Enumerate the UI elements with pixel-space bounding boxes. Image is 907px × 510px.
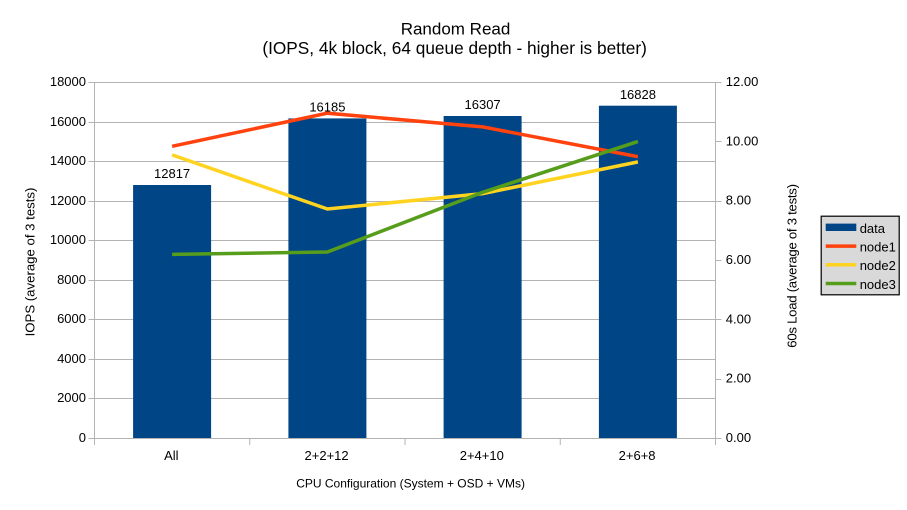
svg-text:8000: 8000 (57, 272, 86, 287)
svg-text:2+4+10: 2+4+10 (460, 448, 504, 463)
svg-text:CPU Configuration (System + OS: CPU Configuration (System + OSD + VMs) (296, 477, 525, 491)
svg-text:6.00: 6.00 (726, 252, 751, 267)
svg-text:60s Load (average of 3 tests): 60s Load (average of 3 tests) (785, 184, 800, 347)
svg-text:node2: node2 (860, 258, 896, 273)
svg-text:2000: 2000 (57, 390, 86, 405)
svg-text:6000: 6000 (57, 311, 86, 326)
svg-text:0.00: 0.00 (726, 430, 751, 445)
svg-text:2+2+12: 2+2+12 (305, 448, 349, 463)
svg-text:0: 0 (79, 430, 86, 445)
svg-text:14000: 14000 (50, 153, 86, 168)
svg-text:IOPS (average of 3 tests): IOPS (average of 3 tests) (23, 188, 38, 337)
svg-text:18000: 18000 (50, 74, 86, 89)
svg-text:node1: node1 (860, 240, 896, 255)
svg-text:8.00: 8.00 (726, 193, 751, 208)
svg-text:(IOPS, 4k block, 64 queue dept: (IOPS, 4k block, 64 queue depth - higher… (262, 38, 647, 58)
svg-text:Random Read: Random Read (401, 20, 511, 39)
svg-text:12817: 12817 (154, 166, 190, 181)
svg-text:4.00: 4.00 (726, 311, 751, 326)
svg-text:4000: 4000 (57, 351, 86, 366)
svg-text:2.00: 2.00 (726, 371, 751, 386)
svg-text:16185: 16185 (309, 100, 345, 115)
svg-text:16828: 16828 (620, 87, 656, 102)
svg-text:All: All (164, 448, 179, 463)
svg-text:12.00: 12.00 (726, 74, 759, 89)
svg-text:16000: 16000 (50, 114, 86, 129)
svg-text:16307: 16307 (465, 97, 501, 112)
svg-text:10.00: 10.00 (726, 133, 759, 148)
svg-text:data: data (860, 221, 886, 236)
svg-text:10000: 10000 (50, 232, 86, 247)
svg-text:12000: 12000 (50, 193, 86, 208)
svg-text:node3: node3 (860, 277, 896, 292)
svg-text:2+6+8: 2+6+8 (619, 448, 656, 463)
